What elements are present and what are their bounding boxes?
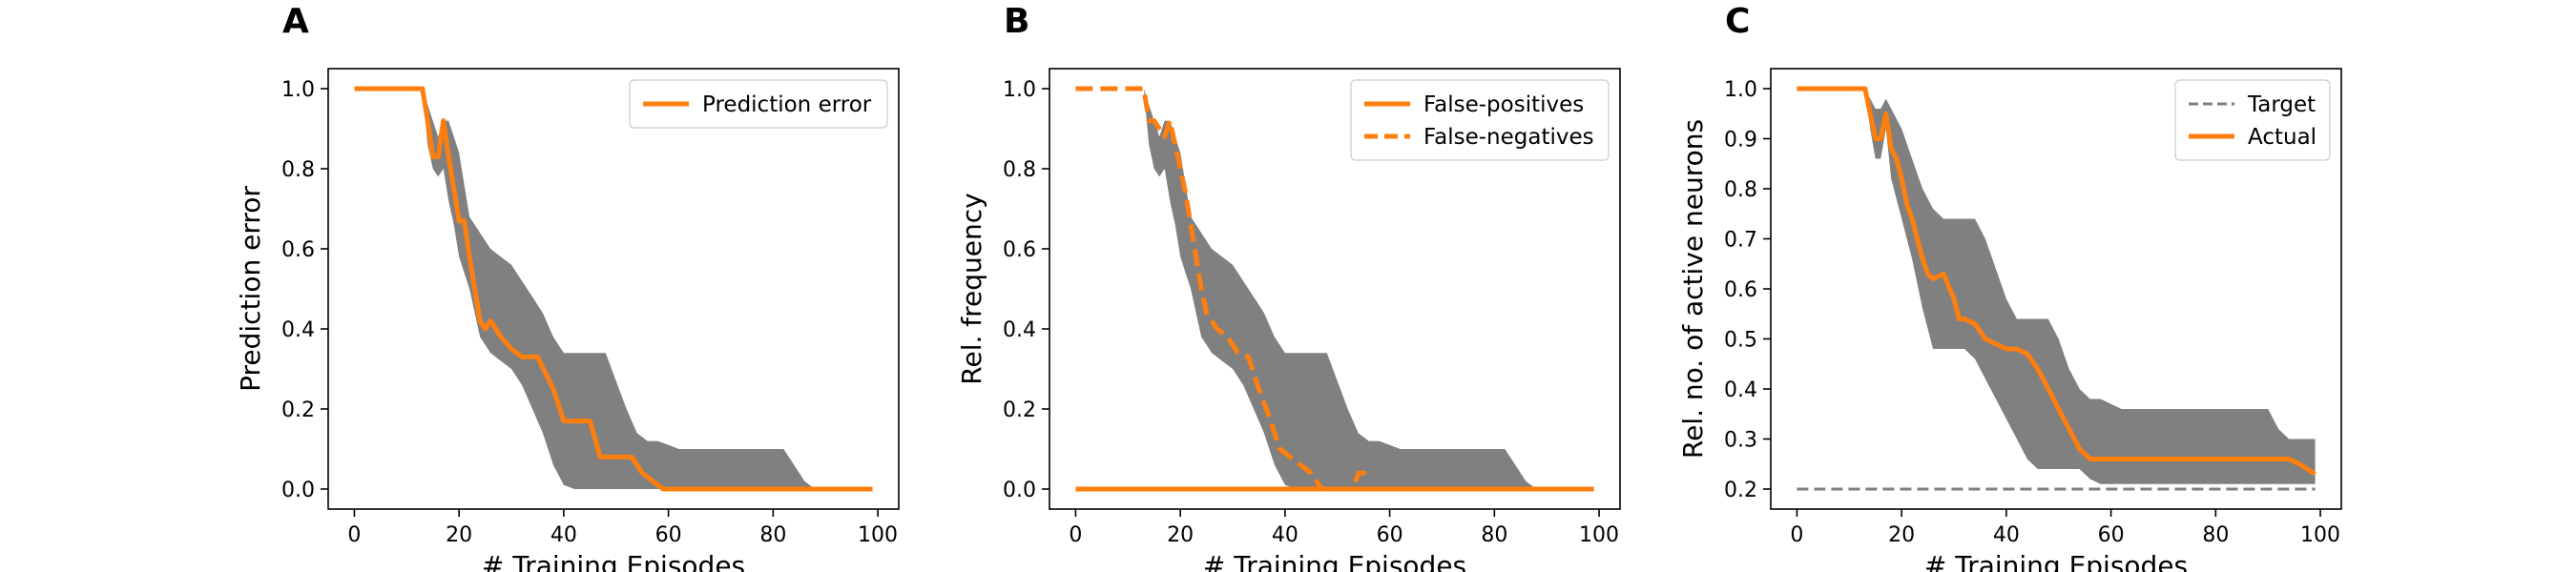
panel-c: C 0 20 40 60 80 100 0.2 0.3 0.4 0.5 0.6 0.7 0.8 0.9 1.… [1677,2,2342,572]
panel-b-letter: B [1004,2,1029,41]
panel-a-x-tick-label: 80 [759,523,786,547]
panel-b-x-tick-label: 0 [1069,523,1082,547]
panel-c-legend: Target Actual [2174,79,2331,161]
panel-c-legend-box [2174,79,2331,161]
panel-a-x-axis-label: # Training Episodes [482,550,745,572]
panel-b-plot-area: 0 20 40 60 80 100 0.0 0.2 0.4 0.6 0.8 1.0 False-posi… [1003,68,1621,547]
panel-c-y-tick-label: 0.9 [1724,129,1757,153]
panel-c-y-tick-label: 0.4 [1724,378,1757,402]
panel-c-y-tick-label: 1.0 [1724,78,1757,102]
panel-b-axes-frame [1049,68,1621,510]
panel-a-x-tick-label: 40 [551,523,577,547]
panel-c-x-tick-label: 100 [2300,523,2340,547]
panel-c-legend-label-0: Target [2247,92,2316,117]
panel-b-x-tick-label: 100 [1579,523,1619,547]
panel-b-x-tick-label: 60 [1377,523,1403,547]
panel-a-letter: A [282,2,309,41]
panel-a: A 0 20 40 60 80 100 0.0 0.2 0.4 0.6 0.8 1.0 Predicti… [235,2,900,572]
panel-c-legend-label-1: Actual [2248,125,2316,150]
panel-b: B 0 20 40 60 80 100 0.0 0.2 0.4 0.6 0.8 1.0 False-po… [956,2,1621,572]
panel-c-x-tick-label: 60 [2098,523,2125,547]
panel-b-y-tick-label: 0.8 [1003,158,1036,182]
panel-b-y-tick-label: 0.2 [1003,398,1036,422]
panel-b-y-tick-label: 1.0 [1003,78,1036,102]
panel-b-x-tick-label: 40 [1272,523,1298,547]
panel-c-y-tick-label: 0.8 [1724,178,1757,202]
panel-a-legend-box [629,79,888,129]
panel-c-series-line-1 [1797,86,2316,477]
panel-a-y-tick-label: 1.0 [281,78,315,102]
panel-b-legend: False-positives False-negatives [1350,79,1610,161]
panel-a-x-tick-label: 60 [655,523,682,547]
panel-c-y-axis-label: Rel. no. of active neurons [1677,119,1709,459]
panel-c-x-axis-label: # Training Episodes [1924,550,2188,572]
panel-a-y-tick-label: 0.0 [281,479,315,502]
panel-b-legend-label-1: False-negatives [1423,125,1594,150]
panel-c-y-tick-label: 0.6 [1724,278,1757,302]
panel-b-confidence-band [1075,89,1594,489]
panel-b-x-tick-label: 20 [1167,523,1194,547]
panel-c-plot-area: 0 20 40 60 80 100 0.2 0.3 0.4 0.5 0.6 0.7 0.8 0.9 1.0 T… [1724,68,2342,547]
panel-a-legend-label-0: Prediction error [702,92,872,117]
panel-a-y-tick-label: 0.8 [281,158,315,182]
panel-a-y-tick-label: 0.6 [281,238,315,262]
panel-a-x-tick-label: 100 [858,523,898,547]
panel-a-confidence-band [354,89,873,489]
panel-c-y-tick-label: 0.5 [1724,329,1757,353]
panel-c-y-tick-label: 0.3 [1724,429,1757,453]
panel-a-axes-frame [327,68,900,510]
panel-a-y-axis-label: Prediction error [235,186,266,392]
panel-a-series-line-0 [354,86,873,492]
panel-a-plot-area: 0 20 40 60 80 100 0.0 0.2 0.4 0.6 0.8 1.0 Prediction… [281,68,900,547]
panel-b-series-line-1 [1075,86,1375,492]
panel-b-x-axis-label: # Training Episodes [1203,550,1466,572]
panel-c-x-tick-label: 40 [1993,523,2020,547]
panel-c-x-tick-label: 20 [1888,523,1915,547]
panel-b-y-tick-label: 0.0 [1003,479,1036,502]
panel-b-legend-label-0: False-positives [1423,92,1584,117]
panel-a-x-tick-label: 20 [446,523,472,547]
panel-a-legend: Prediction error [629,79,888,129]
panel-b-x-tick-label: 80 [1481,523,1507,547]
panel-c-y-tick-label: 0.2 [1724,479,1757,502]
panel-a-y-tick-label: 0.4 [281,318,315,342]
panel-c-letter: C [1725,2,1750,41]
panel-c-x-tick-label: 80 [2202,523,2229,547]
panel-a-x-tick-label: 0 [347,523,361,547]
panel-b-y-axis-label: Rel. frequency [956,193,987,384]
panel-c-y-tick-label: 0.7 [1724,229,1757,253]
panel-b-y-tick-label: 0.6 [1003,238,1036,262]
panel-c-x-tick-label: 0 [1790,523,1803,547]
panel-b-legend-box [1350,79,1610,161]
panel-b-y-tick-label: 0.4 [1003,318,1036,342]
panel-a-y-tick-label: 0.2 [281,398,315,422]
